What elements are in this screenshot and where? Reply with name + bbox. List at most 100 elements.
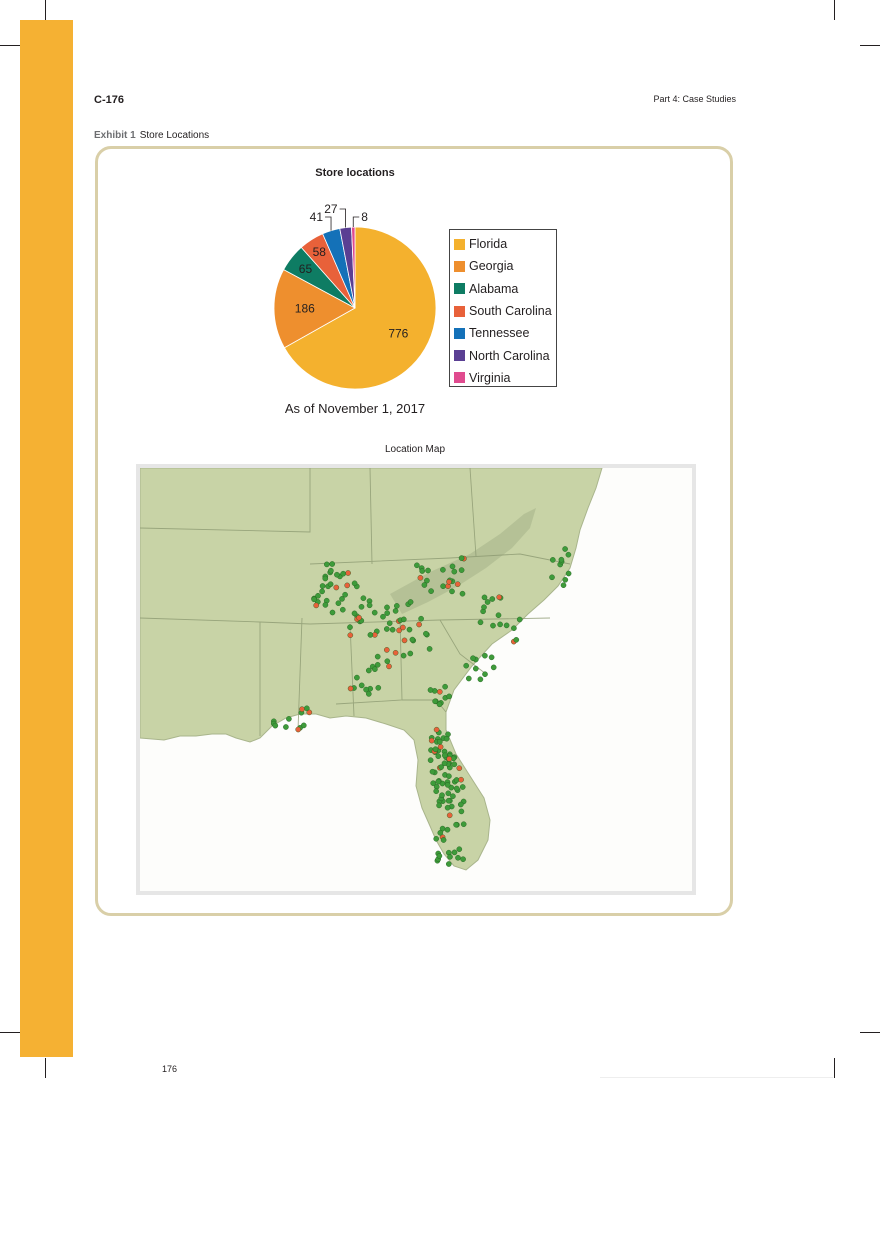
map-pin <box>432 746 439 753</box>
map-pin <box>319 588 325 595</box>
map-pin <box>442 683 448 690</box>
map-pin <box>470 655 476 661</box>
map-pin <box>384 610 390 616</box>
pie-leader-north-carolina <box>339 208 346 228</box>
legend-swatch <box>454 327 465 339</box>
legend-label: Alabama <box>469 281 519 296</box>
map-pin <box>445 861 452 867</box>
map-pin <box>482 652 488 659</box>
map-pin <box>306 709 313 716</box>
map-pin <box>438 764 444 770</box>
map-pin <box>496 594 503 600</box>
chart-legend: Florida Georgia Alabama South Carolina Tenne… <box>449 229 557 387</box>
map-pin <box>459 590 466 597</box>
map-pin <box>458 555 465 561</box>
page-margin-bar <box>20 20 73 1057</box>
map-pin <box>449 563 456 570</box>
legend-item-south-carolina: South Carolina <box>454 300 556 322</box>
legend-item-virginia: Virginia <box>454 367 556 389</box>
map-pin <box>299 706 305 712</box>
map-pin <box>327 581 334 587</box>
map-pin <box>424 577 430 584</box>
page-header-number: C-176 <box>94 94 124 106</box>
map-pin <box>414 562 420 569</box>
map-pin <box>427 757 434 764</box>
map-pin <box>459 784 466 790</box>
map-pin <box>347 624 353 630</box>
map-pin <box>300 722 307 729</box>
map-pin <box>396 627 402 634</box>
pie-label-virginia: 8 <box>361 210 368 224</box>
map-pin <box>441 760 448 767</box>
map-pin <box>329 561 335 567</box>
page-number: 176 <box>162 1064 178 1074</box>
map-pin <box>417 575 424 581</box>
map-pin <box>446 756 453 762</box>
map-pin <box>351 580 358 587</box>
location-map-image <box>140 468 692 891</box>
map-pin <box>418 615 424 622</box>
legend-swatch <box>454 305 465 317</box>
map-pin <box>416 621 422 628</box>
map-pin <box>565 551 572 558</box>
map-pin <box>458 808 465 815</box>
map-pin <box>425 567 431 574</box>
map-pin <box>457 801 464 808</box>
map-pin <box>333 584 340 591</box>
map-pin <box>458 567 465 573</box>
map-pin <box>437 829 444 836</box>
map-pin <box>344 582 350 589</box>
map-pin <box>456 765 463 772</box>
map-pin <box>366 602 373 609</box>
map-pin <box>400 624 406 631</box>
page-header-section: Part 4: Case Studies <box>653 94 736 104</box>
legend-label: Tennessee <box>469 326 530 341</box>
map-pin <box>458 776 464 783</box>
map-pin <box>428 588 434 594</box>
legend-label: South Carolina <box>469 304 552 319</box>
map-pin <box>423 630 429 637</box>
map-pin <box>375 684 382 691</box>
crop-mark <box>860 45 880 46</box>
map-pin <box>400 616 407 623</box>
map-pin <box>384 604 390 611</box>
crop-mark <box>45 1058 46 1078</box>
map-pin <box>453 821 459 828</box>
legend-label: Florida <box>469 237 508 252</box>
map-pin <box>386 663 392 670</box>
map-pin <box>295 726 301 733</box>
map-pin <box>516 616 523 623</box>
map-pin <box>490 664 497 671</box>
map-pin <box>446 812 453 819</box>
legend-item-alabama: Alabama <box>454 278 556 300</box>
map-pin <box>380 613 386 620</box>
map-pin <box>354 674 360 681</box>
map-pin <box>477 619 484 626</box>
map-store-pins <box>270 546 572 867</box>
map-pin <box>436 688 443 695</box>
map-pin <box>286 716 292 722</box>
pie-leader-tennessee <box>325 216 332 231</box>
pie-label-tennessee: 41 <box>310 210 324 224</box>
map-pin <box>444 826 451 833</box>
map-title: Location Map <box>384 444 446 455</box>
map-pin <box>444 782 451 788</box>
map-pin <box>440 837 447 843</box>
crop-mark <box>834 1058 835 1078</box>
pie-label-north-carolina: 27 <box>324 202 338 216</box>
map-pin <box>489 596 496 602</box>
map-pin <box>463 662 470 669</box>
map-pin <box>322 575 329 582</box>
pie-leader-virginia <box>352 216 360 228</box>
map-pin <box>453 785 460 792</box>
map-pin <box>436 853 443 859</box>
legend-label: Georgia <box>469 259 514 274</box>
map-pin <box>562 577 569 583</box>
map-pin <box>460 821 467 828</box>
map-pin <box>440 583 446 589</box>
map-pin <box>430 780 437 787</box>
map-pin <box>426 646 433 652</box>
map-pin <box>428 737 435 744</box>
map-pin <box>445 797 452 804</box>
legend-item-florida: Florida <box>454 233 556 255</box>
